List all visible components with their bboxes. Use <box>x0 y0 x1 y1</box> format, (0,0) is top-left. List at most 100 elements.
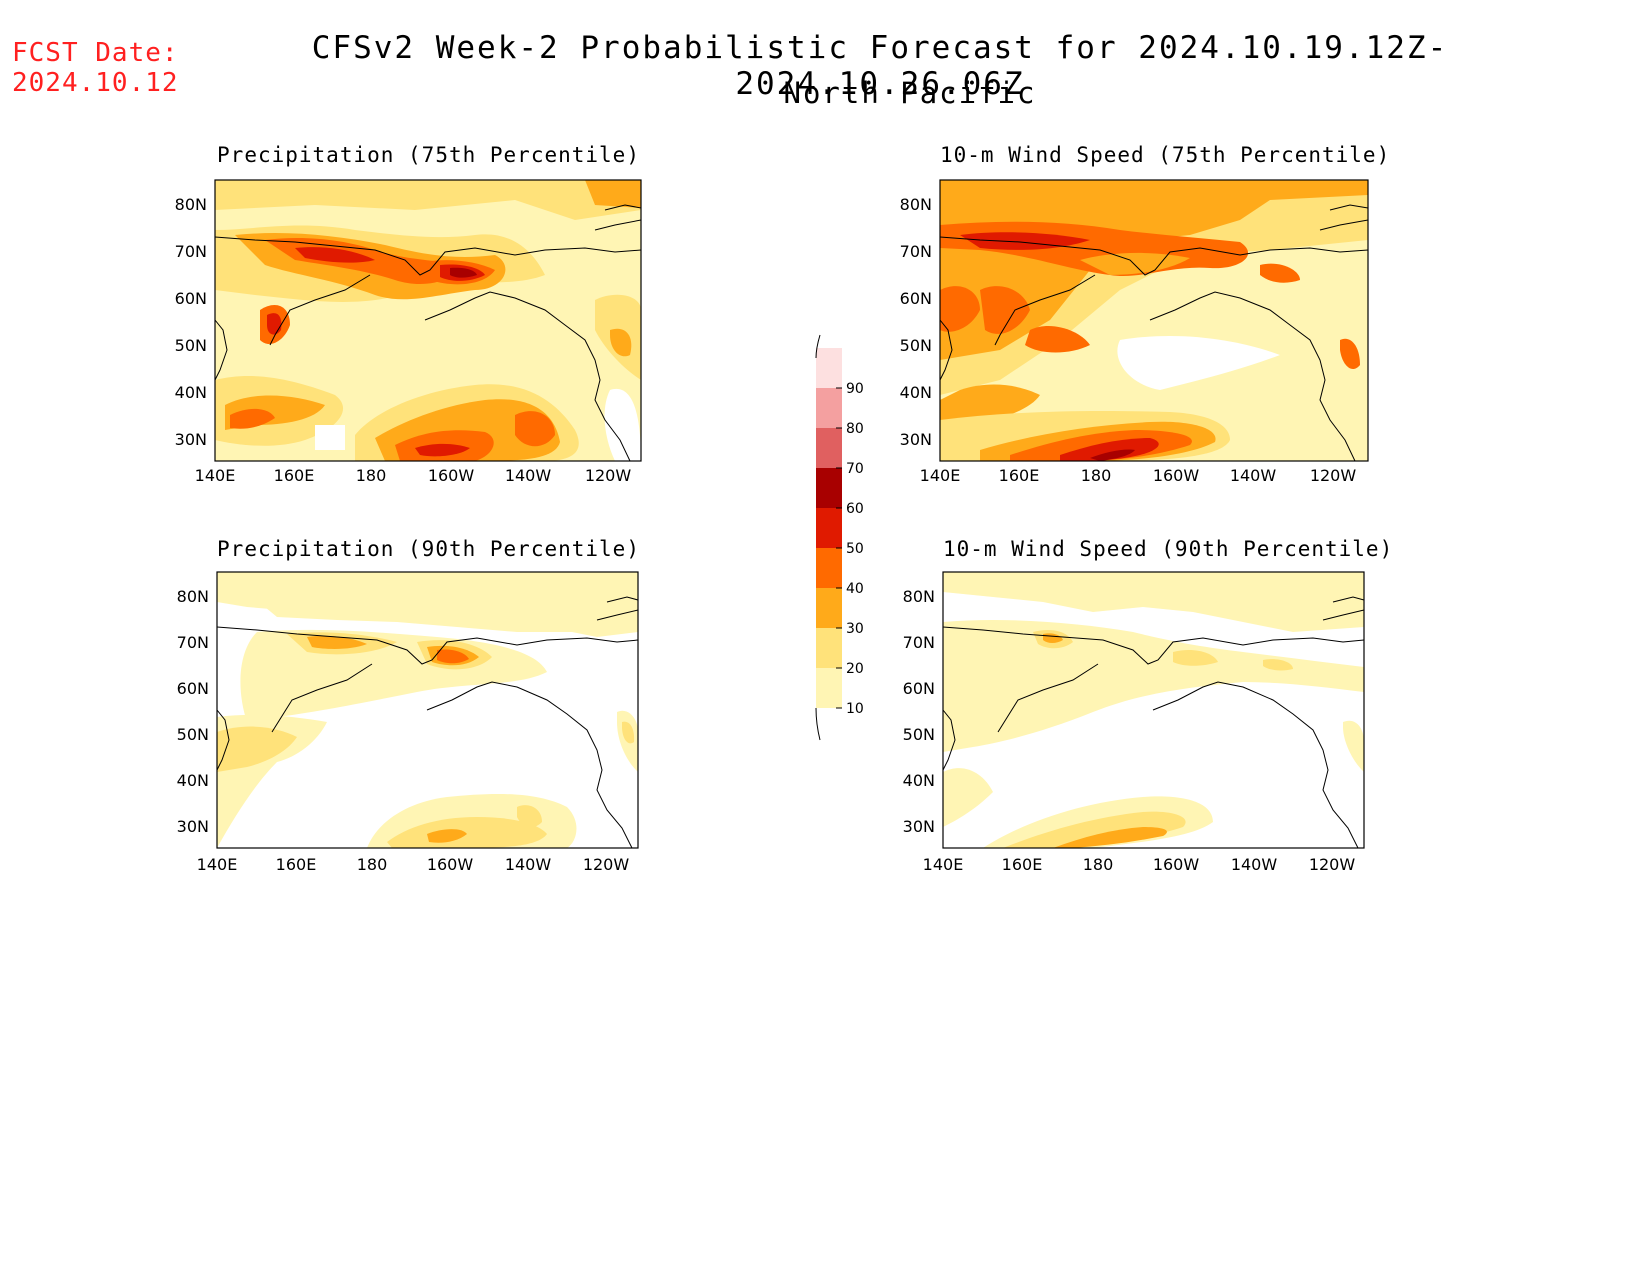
map-panel-wind90: 80N 70N 60N 50N 40N 30N 140E 160E 180 16… <box>903 571 1365 874</box>
lon-tick-label: 140E <box>197 855 238 874</box>
lat-tick-label: 30N <box>175 430 207 449</box>
colorbar-label: 90 <box>846 381 864 397</box>
lat-tick-label: 40N <box>177 771 209 790</box>
lat-tick-label: 80N <box>177 587 209 606</box>
colorbar-swatch <box>816 548 842 588</box>
lat-tick-label: 30N <box>900 430 932 449</box>
colorbar-label: 40 <box>846 581 864 597</box>
lat-tick-label: 50N <box>175 336 207 355</box>
colorbar: 10 20 30 40 50 60 70 80 90 <box>815 334 864 741</box>
lat-tick-label: 70N <box>177 633 209 652</box>
colorbar-swatch <box>816 468 842 508</box>
lon-tick-label: 160W <box>428 466 475 485</box>
lon-tick-label: 120W <box>583 855 630 874</box>
lat-tick-label: 30N <box>177 817 209 836</box>
precip75-frame <box>214 179 642 462</box>
precip90-frame <box>216 571 639 849</box>
colorbar-label: 70 <box>846 461 864 477</box>
lon-tick-label: 180 <box>1083 855 1114 874</box>
lat-tick-label: 80N <box>903 587 935 606</box>
wind90-lat-ticks: 80N 70N 60N 50N 40N 30N <box>903 587 935 836</box>
lat-tick-label: 80N <box>900 195 932 214</box>
panel-title-precip75: Precipitation (75th Percentile) <box>217 143 640 167</box>
colorbar-swatch <box>816 628 842 668</box>
colorbar-swatch <box>816 508 842 548</box>
lon-tick-label: 160E <box>1002 855 1043 874</box>
lon-tick-label: 140E <box>195 466 236 485</box>
precip90-shading <box>217 572 638 848</box>
lat-tick-label: 70N <box>903 633 935 652</box>
lon-tick-label: 140E <box>920 466 961 485</box>
lon-tick-label: 120W <box>1309 855 1356 874</box>
lat-tick-label: 50N <box>903 725 935 744</box>
colorbar-label: 60 <box>846 501 864 517</box>
precip90-lon-ticks: 140E 160E 180 160W 140W 120W <box>197 855 630 874</box>
precip75-lat-ticks: 80N 70N 60N 50N 40N 30N <box>175 195 207 449</box>
colorbar-label: 50 <box>846 541 864 557</box>
forecast-date-block: FCST Date: 2024.10.12 <box>12 38 179 98</box>
lat-tick-label: 60N <box>900 289 932 308</box>
colorbar-label: 30 <box>846 621 864 637</box>
wind75-coastlines <box>939 204 1369 462</box>
lon-tick-label: 120W <box>1310 466 1357 485</box>
lon-tick-label: 180 <box>356 466 387 485</box>
lat-tick-label: 40N <box>903 771 935 790</box>
lon-tick-label: 160W <box>1153 466 1200 485</box>
lat-tick-label: 70N <box>900 242 932 261</box>
wind75-shading <box>940 180 1368 461</box>
colorbar-labels: 10 20 30 40 50 60 70 80 90 <box>836 381 864 717</box>
lat-tick-label: 60N <box>903 679 935 698</box>
wind75-lon-ticks: 140E 160E 180 160W 140W 120W <box>920 466 1357 485</box>
wind90-lon-ticks: 140E 160E 180 160W 140W 120W <box>923 855 1356 874</box>
lat-tick-label: 80N <box>175 195 207 214</box>
lat-tick-label: 60N <box>175 289 207 308</box>
lon-tick-label: 160W <box>1153 855 1200 874</box>
colorbar-top-cap <box>815 334 821 359</box>
lat-tick-label: 40N <box>900 383 932 402</box>
map-panel-precip90: 80N 70N 60N 50N 40N 30N 140E 160E 180 16… <box>177 571 639 874</box>
lon-tick-label: 160E <box>276 855 317 874</box>
precip75-shading <box>215 180 641 461</box>
precip90-lat-ticks: 80N 70N 60N 50N 40N 30N <box>177 587 209 836</box>
lat-tick-label: 70N <box>175 242 207 261</box>
main-title: CFSv2 Week-2 Probabilistic Forecast for … <box>311 30 1449 102</box>
colorbar-swatch <box>816 668 842 708</box>
forecast-date-value: 2024.10.12 <box>12 68 179 98</box>
colorbar-label: 20 <box>846 661 864 677</box>
lat-tick-label: 30N <box>903 817 935 836</box>
wind75-lat-ticks: 80N 70N 60N 50N 40N 30N <box>900 195 932 449</box>
colorbar-label: 80 <box>846 421 864 437</box>
lon-tick-label: 160E <box>999 466 1040 485</box>
forecast-date-label: FCST Date: <box>12 38 179 68</box>
colorbar-swatch <box>816 388 842 428</box>
colorbar-swatch <box>816 428 842 468</box>
lon-tick-label: 120W <box>585 466 632 485</box>
lon-tick-label: 160E <box>274 466 315 485</box>
lat-tick-label: 50N <box>900 336 932 355</box>
wind90-frame <box>942 571 1365 849</box>
precip90-coastlines <box>216 596 639 849</box>
colorbar-swatch <box>816 588 842 628</box>
map-panel-precip75: 80N 70N 60N 50N 40N 30N 140E 160E 180 16… <box>175 179 642 485</box>
precip75-lon-ticks: 140E 160E 180 160W 140W 120W <box>195 466 632 485</box>
lon-tick-label: 180 <box>1081 466 1112 485</box>
lat-tick-label: 50N <box>177 725 209 744</box>
lon-tick-label: 140W <box>505 466 552 485</box>
lat-tick-label: 40N <box>175 383 207 402</box>
lon-tick-label: 180 <box>357 855 388 874</box>
map-panel-wind75: 80N 70N 60N 50N 40N 30N 140E 160E 180 16… <box>900 179 1369 485</box>
wind75-frame <box>939 179 1369 462</box>
panel-title-wind90: 10-m Wind Speed (90th Percentile) <box>943 537 1394 561</box>
colorbar-swatch <box>816 348 842 388</box>
lon-tick-label: 140E <box>923 855 964 874</box>
wind90-shading <box>943 572 1364 848</box>
lon-tick-label: 140W <box>1230 466 1277 485</box>
precip75-coastlines <box>214 204 642 462</box>
panel-title-precip90: Precipitation (90th Percentile) <box>217 537 640 561</box>
region-title: North Pacific <box>783 76 1037 110</box>
lon-tick-label: 140W <box>1231 855 1278 874</box>
lat-tick-label: 60N <box>177 679 209 698</box>
lon-tick-label: 140W <box>505 855 552 874</box>
colorbar-segments <box>816 348 842 708</box>
panel-title-wind75: 10-m Wind Speed (75th Percentile) <box>940 143 1391 167</box>
